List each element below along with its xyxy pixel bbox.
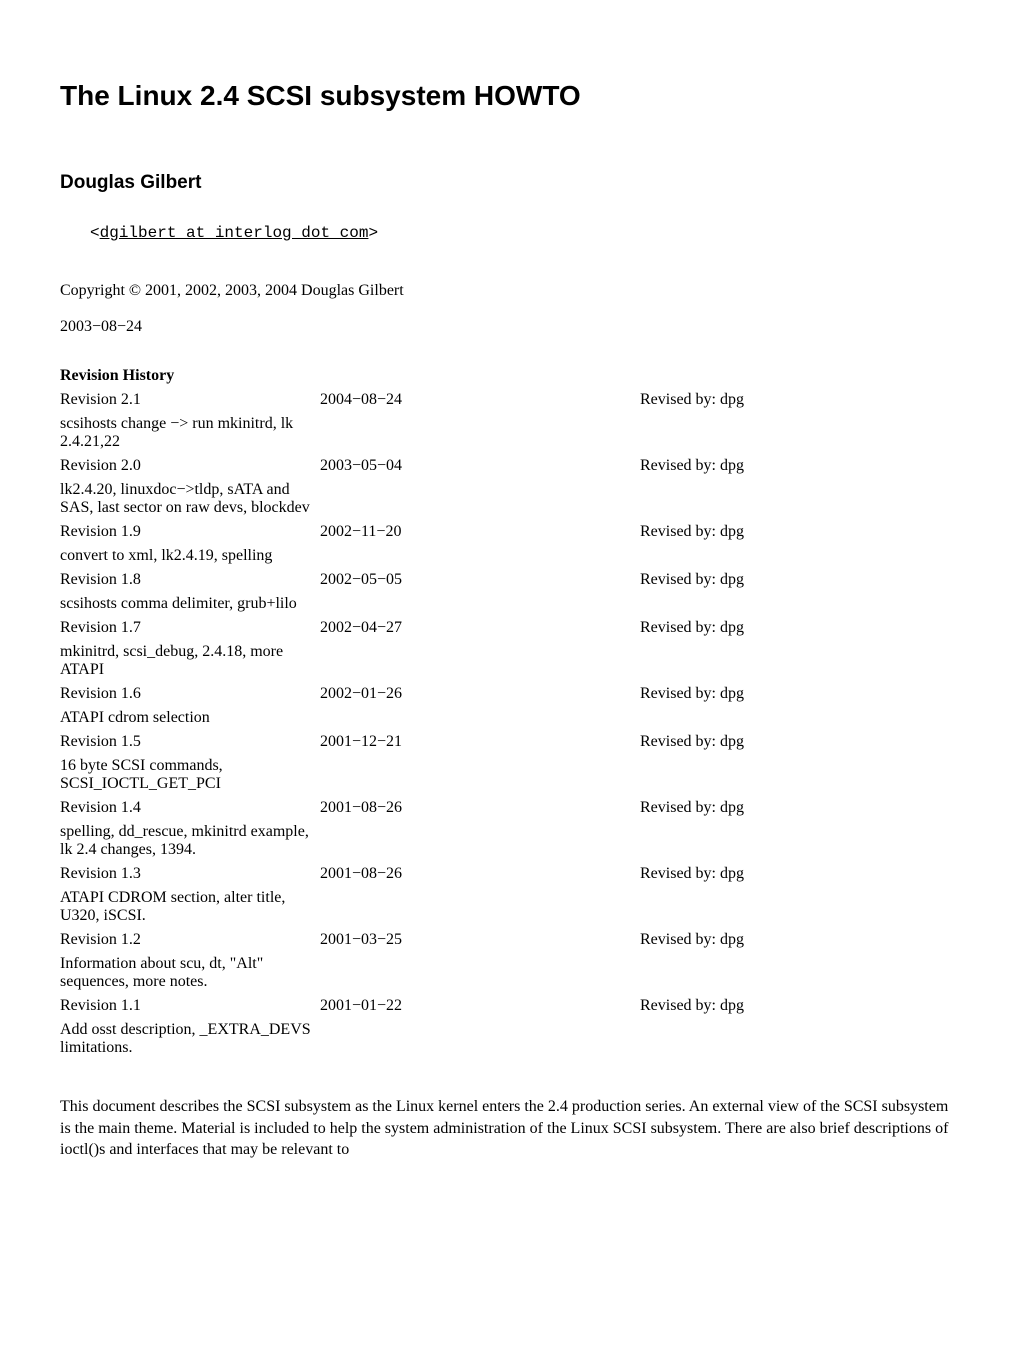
revision-row: Revision 1.4 2001−08−26 Revised by: dpg [60,796,790,820]
revision-by: Revised by: dpg [640,520,790,544]
revision-note-row: lk2.4.20, linuxdoc−>tldp, sATA and SAS, … [60,478,790,520]
revision-note: Add osst description, _EXTRA_DEVS limita… [60,1018,320,1060]
revision-note: ATAPI cdrom selection [60,706,320,730]
revision-note-row: mkinitrd, scsi_debug, 2.4.18, more ATAPI [60,640,790,682]
angle-bracket-close: > [368,224,378,242]
revision-history-heading: Revision History [60,364,320,388]
revision-note-row: spelling, dd_rescue, mkinitrd example, l… [60,820,790,862]
revision-note-row: convert to xml, lk2.4.19, spelling [60,544,790,568]
angle-bracket-open: < [90,224,100,242]
revision-label: Revision 1.5 [60,730,320,754]
revision-label: Revision 1.2 [60,928,320,952]
revision-row: Revision 2.0 2003−05−04 Revised by: dpg [60,454,790,478]
revision-note: lk2.4.20, linuxdoc−>tldp, sATA and SAS, … [60,478,320,520]
revision-by: Revised by: dpg [640,730,790,754]
revision-label: Revision 1.6 [60,682,320,706]
revision-note-row: ATAPI CDROM section, alter title, U320, … [60,886,790,928]
email-link[interactable]: dgilbert at interlog dot com [100,224,369,242]
revision-row: Revision 1.9 2002−11−20 Revised by: dpg [60,520,790,544]
revision-note: scsihosts change −> run mkinitrd, lk 2.4… [60,412,320,454]
revision-date: 2002−04−27 [320,616,640,640]
revision-date: 2001−01−22 [320,994,640,1018]
revision-note: Information about scu, dt, "Alt" sequenc… [60,952,320,994]
revision-by: Revised by: dpg [640,682,790,706]
revision-note: mkinitrd, scsi_debug, 2.4.18, more ATAPI [60,640,320,682]
revision-note-row: scsihosts change −> run mkinitrd, lk 2.4… [60,412,790,454]
revision-row: Revision 2.1 2004−08−24 Revised by: dpg [60,388,790,412]
revision-note-row: scsihosts comma delimiter, grub+lilo [60,592,790,616]
revision-row: Revision 1.2 2001−03−25 Revised by: dpg [60,928,790,952]
revision-note: 16 byte SCSI commands, SCSI_IOCTL_GET_PC… [60,754,320,796]
revision-note: scsihosts comma delimiter, grub+lilo [60,592,320,616]
author-email: <dgilbert at interlog dot com> [90,224,960,242]
revision-row: Revision 1.3 2001−08−26 Revised by: dpg [60,862,790,886]
revision-history-table: Revision History Revision 2.1 2004−08−24… [60,364,790,1060]
revision-row: Revision 1.6 2002−01−26 Revised by: dpg [60,682,790,706]
body-paragraph: This document describes the SCSI subsyst… [60,1096,960,1161]
revision-note-row: Information about scu, dt, "Alt" sequenc… [60,952,790,994]
revision-row: Revision 1.5 2001−12−21 Revised by: dpg [60,730,790,754]
document-date: 2003−08−24 [60,318,960,336]
revision-by: Revised by: dpg [640,454,790,478]
revision-by: Revised by: dpg [640,388,790,412]
revision-note-row: Add osst description, _EXTRA_DEVS limita… [60,1018,790,1060]
revision-by: Revised by: dpg [640,796,790,820]
copyright-text: Copyright © 2001, 2002, 2003, 2004 Dougl… [60,282,960,300]
revision-label: Revision 2.0 [60,454,320,478]
revision-label: Revision 1.9 [60,520,320,544]
revision-date: 2001−08−26 [320,862,640,886]
revision-label: Revision 1.8 [60,568,320,592]
author-name: Douglas Gilbert [60,172,960,194]
revision-date: 2001−08−26 [320,796,640,820]
revision-date: 2002−11−20 [320,520,640,544]
revision-label: Revision 1.3 [60,862,320,886]
revision-date: 2001−12−21 [320,730,640,754]
revision-by: Revised by: dpg [640,928,790,952]
revision-label: Revision 2.1 [60,388,320,412]
revision-by: Revised by: dpg [640,568,790,592]
revision-date: 2004−08−24 [320,388,640,412]
revision-by: Revised by: dpg [640,862,790,886]
revision-label: Revision 1.1 [60,994,320,1018]
revision-note-row: 16 byte SCSI commands, SCSI_IOCTL_GET_PC… [60,754,790,796]
revision-note: ATAPI CDROM section, alter title, U320, … [60,886,320,928]
revision-by: Revised by: dpg [640,994,790,1018]
revision-row: Revision 1.1 2001−01−22 Revised by: dpg [60,994,790,1018]
revision-date: 2001−03−25 [320,928,640,952]
page-title: The Linux 2.4 SCSI subsystem HOWTO [60,80,960,112]
revision-note: spelling, dd_rescue, mkinitrd example, l… [60,820,320,862]
revision-row: Revision 1.8 2002−05−05 Revised by: dpg [60,568,790,592]
revision-by: Revised by: dpg [640,616,790,640]
revision-date: 2002−01−26 [320,682,640,706]
revision-note-row: ATAPI cdrom selection [60,706,790,730]
revision-row: Revision 1.7 2002−04−27 Revised by: dpg [60,616,790,640]
revision-note: convert to xml, lk2.4.19, spelling [60,544,320,568]
revision-date: 2003−05−04 [320,454,640,478]
revision-label: Revision 1.4 [60,796,320,820]
revision-date: 2002−05−05 [320,568,640,592]
revision-label: Revision 1.7 [60,616,320,640]
